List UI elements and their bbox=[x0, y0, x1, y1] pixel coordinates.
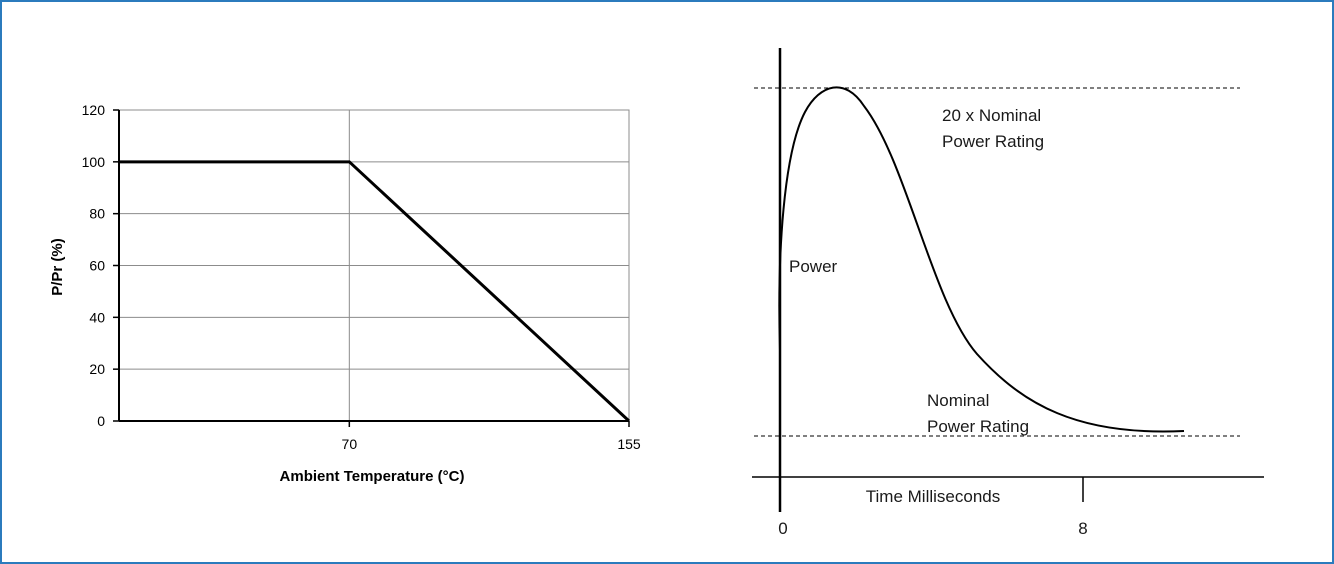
left-y-tick-label: 20 bbox=[89, 361, 105, 377]
right-x-axis-label: Time Milliseconds bbox=[866, 487, 1000, 506]
power-curve bbox=[778, 86, 1185, 433]
left-x-tick-labels: 70 155 bbox=[342, 436, 641, 452]
peak-label-line-1: 20 x Nominal bbox=[942, 106, 1041, 125]
left-y-tick-label: 0 bbox=[97, 413, 105, 429]
peak-label-line-2: Power Rating bbox=[942, 132, 1044, 151]
left-y-tick-label: 80 bbox=[89, 206, 105, 222]
nominal-label-line-1: Nominal bbox=[927, 391, 989, 410]
left-y-tick-labels: 0 20 40 60 80 100 120 bbox=[82, 102, 106, 429]
left-y-tick-label: 120 bbox=[82, 102, 106, 118]
right-tick-label-8: 8 bbox=[1078, 519, 1087, 538]
left-y-tick-label: 100 bbox=[82, 154, 106, 170]
left-y-tick-label: 60 bbox=[89, 258, 105, 274]
right-tick-label-0: 0 bbox=[778, 519, 787, 538]
left-axes bbox=[113, 109, 630, 427]
left-y-axis-label: P/Pr (%) bbox=[49, 238, 66, 296]
power-pulse-chart: 0 8 Time Milliseconds Power 20 x Nominal… bbox=[752, 48, 1264, 538]
left-x-tick-label: 155 bbox=[617, 436, 641, 452]
left-x-axis-label: Ambient Temperature (°C) bbox=[280, 468, 465, 485]
left-y-tick-label: 40 bbox=[89, 309, 105, 325]
left-x-tick-label: 70 bbox=[342, 436, 358, 452]
left-gridlines bbox=[118, 109, 630, 422]
nominal-label-line-2: Power Rating bbox=[927, 417, 1029, 436]
derating-line bbox=[119, 160, 631, 423]
curve-label-power: Power bbox=[789, 257, 838, 276]
derating-chart: 0 20 40 60 80 100 120 70 155 Ambient Temperatur… bbox=[49, 102, 641, 485]
